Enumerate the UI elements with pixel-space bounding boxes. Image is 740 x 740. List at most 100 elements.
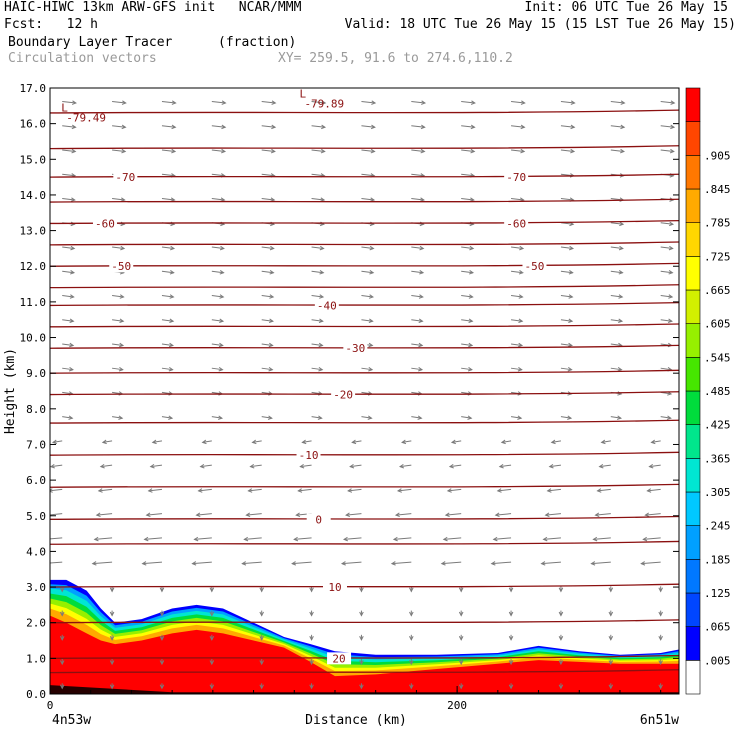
vector-shaft (261, 173, 275, 177)
vector-head (669, 221, 675, 227)
vector-head (570, 148, 576, 154)
vector-shaft (660, 367, 672, 371)
vector-arrow (112, 197, 126, 202)
vector-head (359, 660, 364, 666)
vector-arrow (411, 366, 424, 372)
vector-shaft (192, 561, 212, 565)
vector-head (419, 197, 425, 202)
vector-shaft (261, 343, 273, 346)
vector-arrow (97, 488, 113, 493)
vector-shaft (649, 464, 661, 468)
vector-head (419, 270, 425, 275)
vector-shaft (610, 319, 623, 322)
vector-shaft (62, 367, 73, 371)
vector-arrow (608, 659, 614, 666)
vector-arrow (560, 294, 574, 299)
vector-arrow (411, 197, 425, 202)
vector-head (199, 463, 205, 469)
vector-shaft (461, 343, 473, 346)
vector-shaft (211, 416, 223, 419)
contour-line-extra (50, 619, 679, 624)
vector-arrow (411, 294, 424, 299)
vector-shaft (651, 440, 661, 443)
vector-shaft (344, 537, 362, 540)
colorbar-label: .665 (704, 284, 731, 297)
vector-arrow (141, 561, 162, 566)
vector-shaft (311, 294, 324, 298)
vector-arrow (259, 610, 264, 617)
vector-head (320, 197, 326, 202)
vector-arrow (159, 659, 165, 666)
vector-shaft (591, 561, 611, 565)
vector-shaft (610, 343, 622, 346)
vector-arrow (411, 124, 426, 130)
vector-arrow (259, 683, 264, 690)
vector-arrow (101, 439, 113, 445)
vector-arrow (261, 415, 273, 420)
vector-arrow (112, 245, 126, 251)
vector-arrow (62, 245, 76, 251)
vector-shaft (511, 149, 525, 153)
vector-arrow (112, 342, 125, 348)
vector-head (618, 270, 624, 275)
vector-arrow (394, 512, 412, 518)
vector-arrow (411, 245, 425, 251)
vector-shaft (211, 246, 224, 249)
vector-arrow (550, 439, 562, 445)
vector-head (219, 318, 225, 324)
temperature-contours: -79.89L-79.49L-70 -70-60 -60-50 -50-40-30-2… (50, 88, 679, 674)
vector-head (159, 587, 165, 593)
vector-head (270, 197, 276, 202)
vector-arrow (161, 270, 175, 275)
vector-shaft (248, 488, 262, 492)
vector-head (269, 294, 275, 299)
vector-shaft (560, 294, 573, 298)
vector-arrow (610, 124, 626, 130)
colorbar-label: .365 (704, 452, 731, 465)
vector-shaft (150, 464, 163, 468)
y-tick-label: 3.0 (26, 581, 46, 594)
vector-arrow (660, 294, 674, 299)
vector-shaft (96, 513, 113, 516)
vector-head (109, 587, 115, 593)
vector-head (209, 587, 215, 593)
vector-head (468, 342, 474, 348)
vector-arrow (211, 124, 227, 130)
vector-head (458, 587, 464, 593)
vector-arrow (62, 415, 74, 420)
vector-arrow (660, 415, 672, 420)
vector-arrow (508, 586, 514, 593)
temperature-min-label: -79.49 (66, 112, 106, 125)
vector-arrow (193, 536, 212, 542)
vector-arrow (458, 634, 464, 641)
vector-head (418, 342, 424, 348)
vector-shaft (660, 149, 674, 153)
colorbar-label: .245 (704, 520, 731, 533)
vector-arrow (660, 270, 674, 275)
vector-shaft (161, 149, 176, 153)
vector-head (141, 561, 147, 566)
vector-arrow (311, 148, 326, 154)
vector-arrow (660, 124, 676, 130)
vector-arrow (143, 536, 163, 542)
vector-arrow (461, 100, 476, 105)
y-tick-label: 12.0 (20, 260, 47, 273)
vector-arrow (62, 270, 76, 275)
vector-shaft (610, 149, 624, 153)
vector-arrow (211, 366, 224, 372)
vector-head (668, 245, 674, 251)
vector-shaft (352, 440, 362, 443)
vector-shaft (292, 561, 312, 565)
vector-head (159, 611, 165, 617)
vector-head (219, 245, 225, 251)
vector-head (268, 342, 274, 348)
vector-arrow (112, 148, 127, 154)
vector-head (619, 148, 626, 154)
vector-arrow (161, 318, 175, 324)
vector-arrow (444, 512, 462, 518)
vector-arrow (201, 439, 212, 445)
vector-head (519, 245, 525, 251)
vector-arrow (251, 439, 262, 445)
vector-head (550, 439, 556, 445)
vector-shaft (311, 270, 324, 274)
